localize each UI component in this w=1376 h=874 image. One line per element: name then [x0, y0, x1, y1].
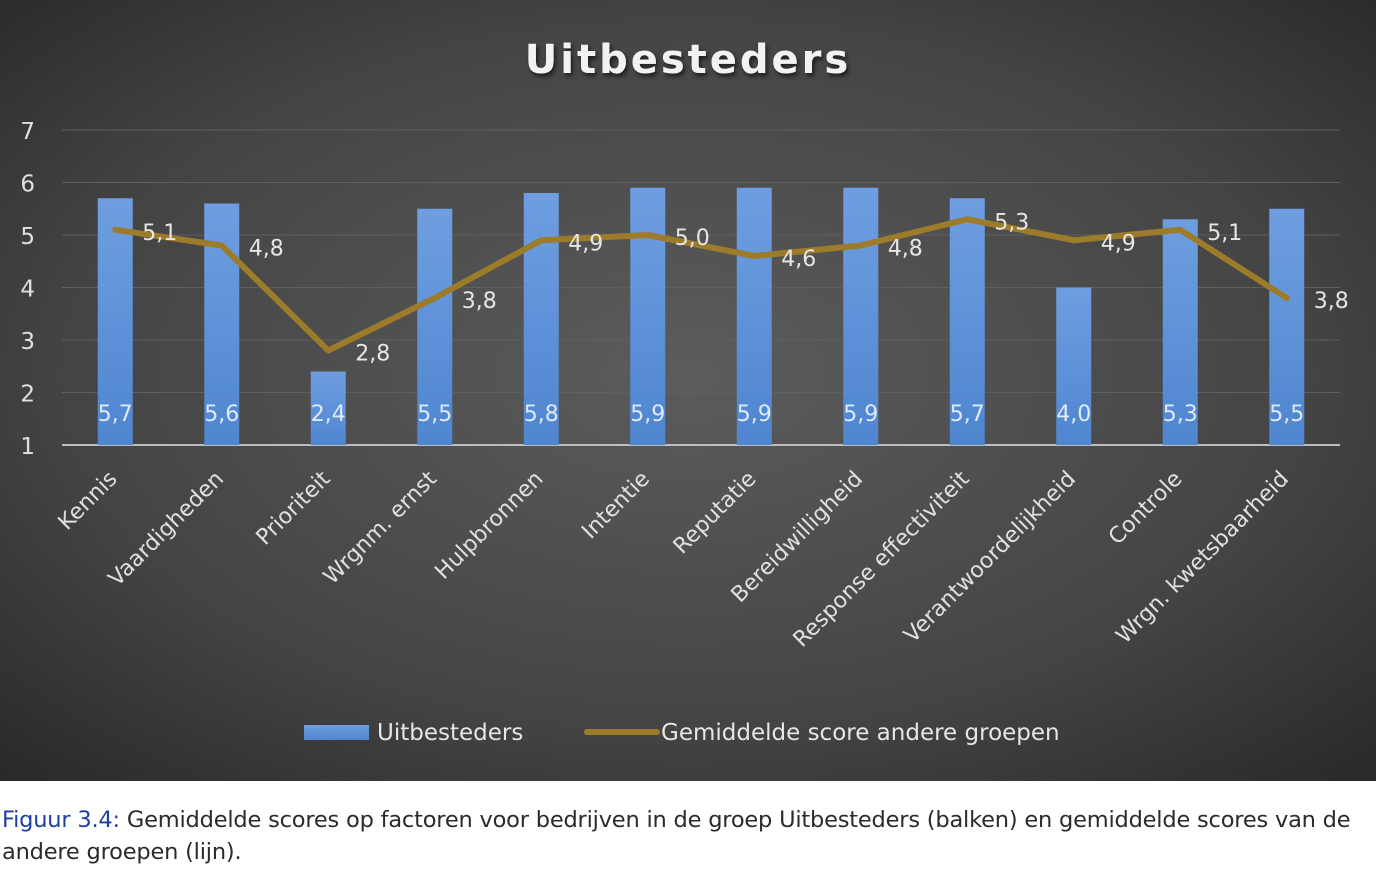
line-value-label: 5,1: [142, 221, 177, 246]
y-tick-label: 6: [20, 172, 35, 198]
y-tick-label: 3: [20, 329, 35, 355]
figure-caption: Figuur 3.4: Gemiddelde scores op factore…: [2, 804, 1372, 868]
line-value-label: 2,8: [355, 342, 390, 367]
bar: [630, 187, 666, 445]
figure-caption-text: Gemiddelde scores op factoren voor bedri…: [2, 807, 1351, 865]
bar: [97, 198, 133, 445]
figure-caption-label: Figuur 3.4:: [2, 807, 120, 833]
y-axis-ticks: 1 2 3 4 5 6 7: [20, 119, 35, 460]
bar-value-label: 5,9: [843, 402, 878, 427]
y-tick-label: 4: [20, 277, 35, 303]
bar-value-label: 5,5: [417, 402, 452, 427]
bar: [736, 187, 772, 445]
legend-bar-swatch: [304, 725, 369, 740]
bar-value-label: 5,8: [524, 402, 559, 427]
line-value-label: 4,6: [781, 247, 816, 272]
bar: [310, 371, 346, 445]
bar-value-label: 5,7: [950, 402, 985, 427]
bar-value-label: 4,0: [1056, 402, 1091, 427]
bar: [1056, 287, 1092, 445]
bar-value-label: 2,4: [311, 402, 346, 427]
bar-value-label: 5,9: [630, 402, 665, 427]
bar-value-label: 5,6: [204, 402, 239, 427]
bar-value-label: 5,3: [1163, 402, 1198, 427]
line-value-label: 4,9: [568, 231, 603, 256]
line-value-label: 3,8: [462, 289, 497, 314]
line-value-label: 3,8: [1314, 289, 1349, 314]
y-tick-label: 5: [20, 224, 35, 250]
bar-value-label: 5,9: [737, 402, 772, 427]
line-value-label: 5,3: [994, 210, 1029, 235]
legend-label-andere-groepen: Gemiddelde score andere groepen: [661, 720, 1060, 746]
bar: [1162, 219, 1198, 445]
line-value-label: 4,9: [1101, 231, 1136, 256]
bar: [523, 193, 559, 445]
bar: [949, 198, 985, 445]
gridlines: [62, 129, 1340, 446]
y-tick-label: 2: [20, 382, 35, 408]
chart-title: Uitbesteders: [525, 37, 851, 83]
bar-series: [97, 187, 1305, 445]
y-tick-label: 7: [20, 119, 35, 145]
bar-value-label: 5,5: [1269, 402, 1304, 427]
line-series: [112, 216, 1290, 354]
line-value-label: 4,8: [888, 237, 923, 262]
line-value-label: 4,8: [249, 237, 284, 262]
line-path: [112, 216, 1290, 354]
data-labels: 5,7 5,6 2,4 5,5 5,8 5,9 5,9 5,9 5,7 4,0 5,3 5,5 5,1 4…: [98, 210, 1349, 427]
line-value-label: 5,1: [1207, 221, 1242, 246]
bar-value-label: 5,7: [98, 402, 133, 427]
bar: [417, 208, 453, 445]
legend-label-uitbesteders: Uitbesteders: [377, 720, 523, 746]
bar: [1269, 208, 1305, 445]
line-value-label: 5,0: [675, 226, 710, 251]
y-tick-label: 1: [20, 434, 35, 460]
legend: Uitbesteders Gemiddelde score andere gro…: [304, 720, 1060, 746]
bar: [843, 187, 879, 445]
